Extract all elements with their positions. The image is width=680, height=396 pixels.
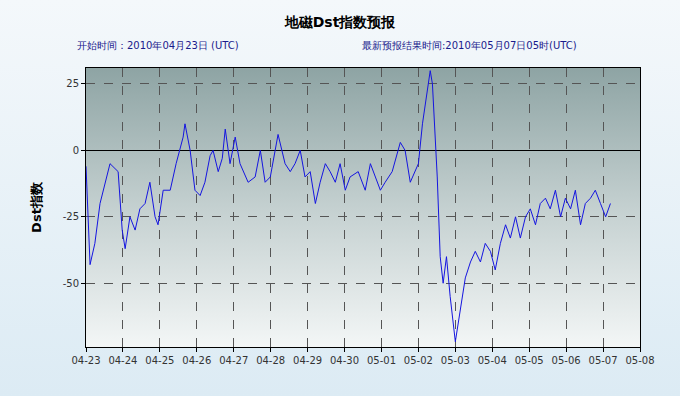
svg-text:05-02: 05-02 [404, 355, 433, 366]
svg-text:04-30: 04-30 [330, 355, 359, 366]
svg-text:开始时间：2010年04月23日 (UTC): 开始时间：2010年04月23日 (UTC) [77, 40, 239, 51]
svg-text:04-24: 04-24 [108, 355, 137, 366]
svg-text:25: 25 [66, 78, 79, 89]
svg-text:05-07: 05-07 [589, 355, 618, 366]
svg-text:04-26: 04-26 [182, 355, 211, 366]
svg-text:04-29: 04-29 [293, 355, 322, 366]
svg-text:地磁Dst指数预报: 地磁Dst指数预报 [284, 14, 397, 30]
svg-text:-50: -50 [63, 278, 79, 289]
svg-text:05-04: 05-04 [478, 355, 507, 366]
svg-text:04-25: 04-25 [145, 355, 174, 366]
svg-text:05-05: 05-05 [515, 355, 544, 366]
svg-text:05-01: 05-01 [367, 355, 396, 366]
svg-text:0: 0 [73, 145, 79, 156]
svg-text:Dst指数: Dst指数 [29, 181, 44, 233]
svg-text:04-27: 04-27 [219, 355, 248, 366]
svg-text:-25: -25 [63, 211, 79, 222]
svg-text:05-08: 05-08 [625, 355, 654, 366]
svg-text:最新预报结果时间:2010年05月07日05时(UTC): 最新预报结果时间:2010年05月07日05时(UTC) [362, 40, 577, 51]
svg-text:04-28: 04-28 [256, 355, 285, 366]
svg-text:05-03: 05-03 [441, 355, 470, 366]
svg-text:04-23: 04-23 [71, 355, 100, 366]
svg-text:05-06: 05-06 [552, 355, 581, 366]
